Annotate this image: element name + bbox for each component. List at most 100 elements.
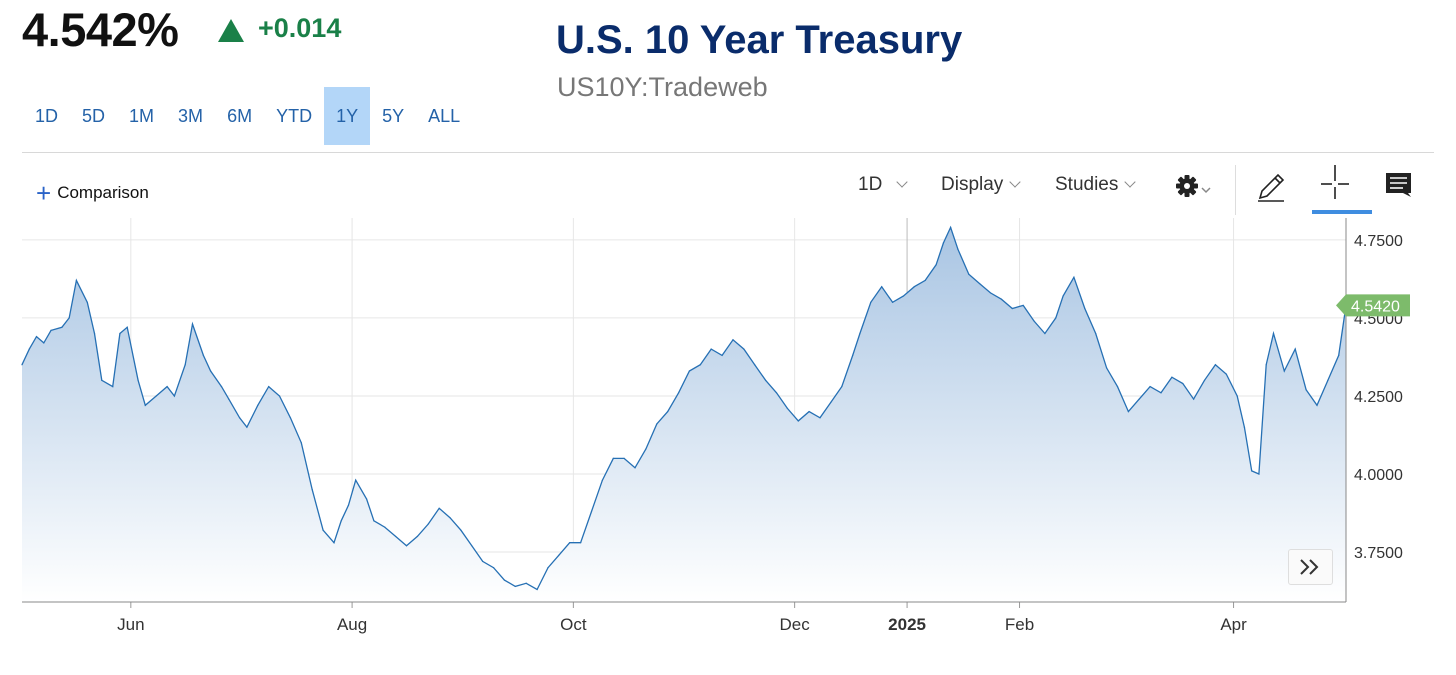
data-point: [1127, 410, 1129, 413]
range-button-ytd[interactable]: YTD: [276, 106, 313, 126]
data-point: [569, 542, 571, 544]
display-dropdown[interactable]: Display: [941, 174, 1021, 196]
data-point: [989, 292, 992, 294]
crosshair-icon: [1321, 165, 1349, 199]
data-point: [1011, 307, 1013, 310]
data-point: [300, 442, 302, 444]
y-tick-label: 3.7500: [1354, 545, 1403, 562]
data-point: [1022, 304, 1024, 307]
data-point: [525, 582, 527, 584]
data-point: [416, 535, 418, 538]
draw-button[interactable]: [1244, 165, 1302, 213]
data-point: [471, 545, 473, 547]
studies-label: Studies: [1055, 174, 1119, 195]
studies-dropdown[interactable]: Studies: [1055, 174, 1137, 196]
data-point: [1236, 395, 1238, 397]
comments-button[interactable]: [1378, 165, 1436, 213]
data-point: [1160, 392, 1162, 394]
range-button-6m[interactable]: 6M: [227, 106, 253, 126]
data-point: [667, 410, 669, 413]
data-point: [1000, 298, 1002, 300]
settings-button[interactable]: [1168, 165, 1226, 213]
data-point: [1327, 379, 1329, 381]
chevron-down-icon: [896, 176, 908, 188]
data-point: [950, 226, 952, 228]
data-point: [191, 323, 194, 325]
data-point: [144, 404, 146, 406]
plus-icon: +: [36, 178, 52, 208]
data-point: [1251, 470, 1253, 472]
data-point: [184, 364, 186, 366]
data-point: [1033, 320, 1035, 322]
data-point: [935, 264, 937, 266]
range-button-5d[interactable]: 5D: [82, 106, 106, 126]
display-label: Display: [941, 174, 1004, 195]
data-point: [1243, 426, 1246, 428]
y-tick-label: 4.2500: [1354, 389, 1403, 406]
data-point: [881, 286, 883, 288]
gear-icon: [1176, 175, 1211, 197]
data-point: [126, 326, 128, 328]
range-button-all[interactable]: ALL: [428, 106, 461, 126]
data-point: [514, 585, 516, 587]
data-point: [870, 301, 872, 303]
data-point: [173, 395, 175, 397]
data-point: [93, 332, 96, 335]
data-point: [841, 385, 843, 388]
range-button-1m[interactable]: 1M: [129, 106, 155, 126]
crosshair-active-indicator: [1312, 210, 1372, 214]
scroll-to-latest-button[interactable]: [1288, 549, 1333, 585]
triangle-up-icon: [218, 19, 244, 42]
x-tick-label: Jun: [117, 615, 144, 634]
data-point: [384, 526, 386, 528]
data-point: [322, 529, 324, 531]
data-point: [1283, 370, 1285, 372]
data-point: [913, 286, 915, 288]
data-point: [634, 467, 636, 469]
data-point: [311, 489, 313, 491]
series-line: [21, 225, 1347, 591]
x-tick-label: Oct: [560, 615, 587, 634]
chevron-down-icon: [1009, 176, 1021, 188]
data-point: [1193, 398, 1195, 400]
data-point: [797, 420, 799, 422]
data-point: [623, 457, 625, 459]
data-point: [765, 379, 767, 381]
data-point: [21, 364, 23, 366]
data-point: [492, 567, 495, 569]
data-point: [786, 407, 788, 410]
range-button-1y[interactable]: 1Y: [324, 87, 371, 145]
data-point: [1171, 376, 1173, 378]
comparison-button[interactable]: + Comparison: [36, 178, 149, 209]
data-point: [808, 410, 810, 413]
comparison-label: Comparison: [57, 183, 149, 202]
data-point: [957, 248, 959, 250]
y-tick-label: 4.7500: [1354, 233, 1403, 250]
data-point: [590, 510, 593, 513]
range-button-3m[interactable]: 3M: [178, 106, 204, 126]
crosshair-button[interactable]: [1313, 165, 1371, 213]
series-area: [22, 227, 1346, 602]
x-tick-label: Feb: [1005, 615, 1034, 634]
data-point: [924, 279, 926, 282]
data-point: [743, 348, 745, 350]
x-tick-label: 2025: [888, 615, 926, 634]
comment-icon: [1386, 173, 1411, 197]
data-point: [852, 354, 854, 356]
range-button-1d[interactable]: 1D: [35, 106, 59, 126]
data-point: [43, 342, 45, 344]
data-point: [137, 379, 139, 381]
data-point: [482, 560, 484, 563]
y-tick-label: 4.0000: [1354, 467, 1403, 484]
data-point: [819, 417, 821, 419]
interval-label: 1D: [858, 174, 883, 195]
data-point: [246, 426, 248, 428]
data-point: [1338, 354, 1340, 356]
range-button-5y[interactable]: 5Y: [382, 106, 405, 126]
data-point: [449, 517, 451, 519]
interval-dropdown[interactable]: 1D: [858, 174, 908, 196]
data-point: [460, 529, 462, 531]
data-point: [28, 348, 30, 350]
data-point: [1258, 473, 1260, 475]
data-point: [1182, 382, 1184, 385]
